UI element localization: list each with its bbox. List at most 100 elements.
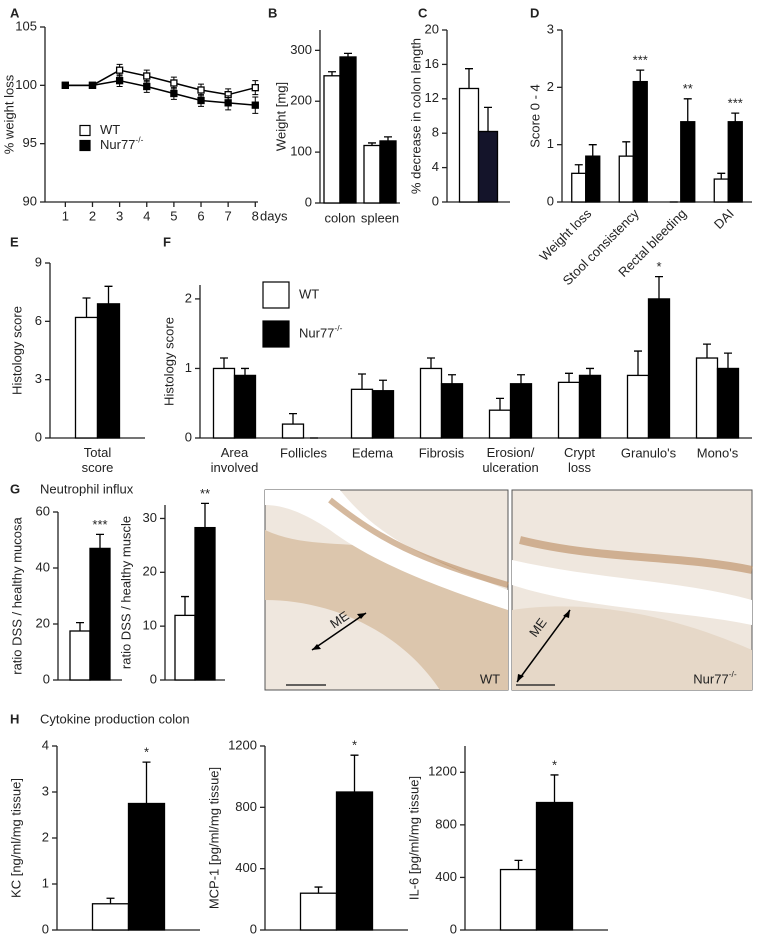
y-tick-label: 2 [547,79,554,94]
error-bar [384,136,392,141]
bar [647,298,671,439]
bar [96,303,121,439]
bar [91,903,130,931]
significance: * [144,745,149,760]
bar [477,130,499,203]
error-bar [703,343,711,359]
bar [488,409,512,439]
marker [251,84,259,92]
bar [339,56,357,204]
bar [499,868,538,931]
significance: *** [728,96,743,111]
error-bar [201,502,209,528]
arrow [311,612,367,651]
bar [440,383,464,439]
y-tick-label: 1200 [428,764,457,779]
error-bar [465,68,473,89]
bar [379,140,397,204]
y-tick-label: 4 [42,737,49,752]
error-bar [106,897,115,904]
y-tick-label: 95 [23,135,37,150]
error-bar [427,357,435,369]
y-tick-label: 12 [425,90,439,105]
y-axis-label: MCP-1 [pg/ml/mg tissue] [206,767,221,909]
x-tick-label: Erosion/ulceration [482,445,538,475]
marker [251,101,259,109]
x-tick-label: Crypt loss [564,445,595,475]
significance: ** [683,81,693,96]
x-tick-label: 6 [197,208,204,223]
error-bar [683,98,692,122]
bar [557,381,581,439]
error-bar [717,172,726,180]
y-tick-label: 20 [36,615,50,630]
legend-label: Nur77-/- [299,323,343,340]
y-tick-label: 40 [36,559,50,574]
y-axis-label: ratio DSS / healthy mucosa [9,516,24,674]
panel-letter: E [10,234,19,249]
error-bar [565,372,573,383]
bar [632,80,648,203]
error-bar [241,367,249,376]
y-tick-label: 0 [185,429,192,444]
bar [363,144,381,204]
bar [127,802,166,931]
marker [88,81,97,89]
error-bar [724,352,732,369]
error-bar [368,142,376,146]
bar [89,547,111,681]
bar [194,526,216,681]
y-tick-label: 9 [35,254,42,269]
stain [328,497,509,588]
error-bar [448,374,456,384]
error-bar [586,367,594,376]
error-bar [622,141,631,157]
y-tick-label: 90 [23,193,37,208]
y-tick-label: 6 [35,313,42,328]
y-tick-label: 3 [35,371,42,386]
group-title: Cytokine production colon [40,711,190,726]
bar [713,178,729,203]
y-tick-label: 8 [432,125,439,140]
significance: ** [200,486,210,501]
bar [174,614,196,681]
micrographs: ME ME WT Nur77-/- [264,489,753,691]
legend-swatch [262,320,290,348]
panel-letter: G [10,481,20,496]
y-tick-label: 200 [290,93,312,108]
y-tick-label: 0 [35,429,42,444]
bar [458,87,480,203]
bar [281,423,305,439]
y-tick-label: 3 [547,21,554,36]
y-axis-label: ratio DSS / healthy muscle [118,516,133,669]
marker [170,89,178,98]
lumen [265,490,508,610]
significance: * [352,738,357,753]
y-tick-label: 300 [290,42,312,57]
x-tick-label: 8 [252,208,259,223]
error-bar [636,69,645,82]
error-bar [550,774,559,803]
error-bar [314,886,323,894]
y-tick-label: 400 [435,869,457,884]
y-tick-label: 1 [42,875,49,890]
x-tick-label: Granulo's [621,445,677,460]
panel-letter: H [10,711,19,726]
y-axis-label: Weight [mg] [273,82,288,151]
error-bar [344,52,352,57]
x-tick-label: Follicles [280,445,327,460]
x-tick-label: 7 [225,208,232,223]
x-tick-label: Area involved [211,445,259,475]
y-tick-label: 2 [42,829,49,844]
stain [519,536,753,574]
error-bar [96,533,104,549]
marker [143,82,151,91]
micrograph-label: WT [480,671,500,686]
legend-label: Nur77-/- [100,135,144,152]
bar [350,388,374,439]
bar [695,357,719,439]
y-tick-label: 20 [143,564,157,579]
bar [727,121,743,203]
x-tick-label: Edema [352,445,394,460]
error-bar [76,621,84,631]
